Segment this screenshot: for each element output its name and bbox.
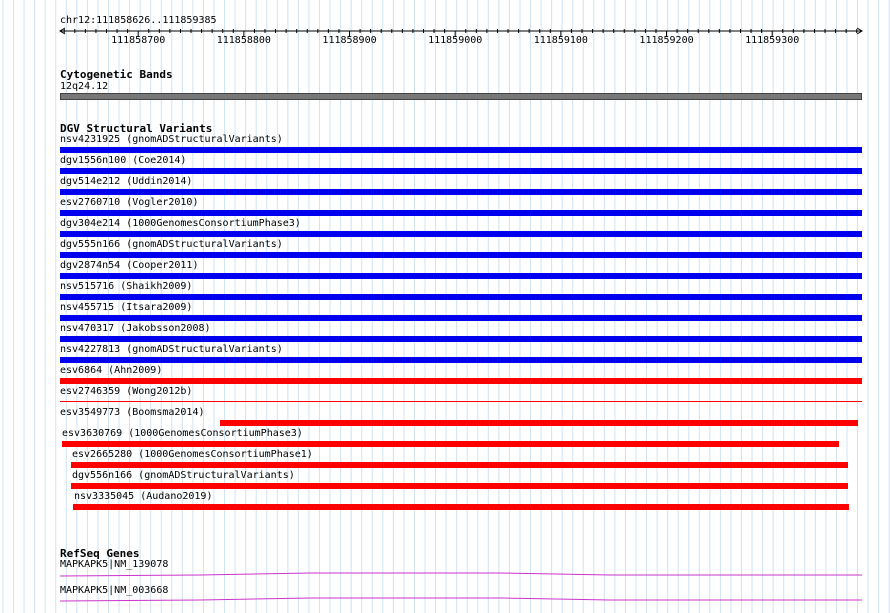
cytoband-track-title: Cytogenetic Bands — [60, 68, 173, 81]
dgv-feature-label[interactable]: nsv455715 (Itsara2009) — [60, 302, 193, 313]
dgv-feature-label[interactable]: esv2665280 (1000GenomesConsortiumPhase1) — [72, 449, 313, 460]
dgv-feature-label[interactable]: esv2760710 (Vogler2010) — [60, 197, 199, 208]
ruler-tick-label: 111858700 — [111, 35, 166, 46]
dgv-feature-label[interactable]: dgv514e212 (Uddin2014) — [60, 176, 193, 187]
dgv-feature-bar[interactable] — [62, 441, 839, 447]
cytoband-label: 12q24.12 — [60, 81, 109, 92]
dgv-feature-bar[interactable] — [219, 420, 858, 426]
dgv-feature-bar[interactable] — [70, 483, 849, 489]
dgv-feature-label[interactable]: dgv2874n54 (Cooper2011) — [60, 260, 199, 271]
gene-model-line — [59, 572, 862, 577]
dgv-feature-bar[interactable] — [60, 378, 862, 384]
dgv-feature-label[interactable]: dgv555n166 (gnomADStructuralVariants) — [60, 239, 283, 250]
dgv-feature-bar[interactable] — [60, 252, 862, 258]
dgv-feature-label[interactable]: nsv515716 (Shaikh2009) — [60, 281, 193, 292]
dgv-feature-bar[interactable] — [60, 401, 862, 402]
dgv-feature-label[interactable]: nsv470317 (Jakobsson2008) — [60, 323, 211, 334]
gene-label[interactable]: MAPKAPK5|NM_139078 — [60, 559, 169, 570]
dgv-feature-label[interactable]: nsv4231925 (gnomADStructuralVariants) — [60, 134, 283, 145]
dgv-feature-bar[interactable] — [60, 357, 862, 363]
dgv-feature-bar[interactable] — [60, 294, 862, 300]
dgv-feature-label[interactable]: esv3549773 (Boomsma2014) — [60, 407, 205, 418]
refseq-track-title: RefSeq Genes — [60, 547, 140, 560]
dgv-feature-label[interactable]: dgv1556n100 (Coe2014) — [60, 155, 187, 166]
dgv-feature-bar[interactable] — [70, 462, 849, 468]
dgv-feature-bar[interactable] — [60, 168, 862, 174]
refseq-gene-models[interactable] — [0, 560, 890, 613]
dgv-feature-bar[interactable] — [60, 231, 862, 237]
cytoband-bar[interactable] — [60, 93, 862, 100]
ruler-tick-label: 111859000 — [428, 35, 483, 46]
dgv-feature-bar[interactable] — [72, 504, 850, 510]
dgv-feature-bar[interactable] — [60, 147, 862, 153]
gene-label[interactable]: MAPKAPK5|NM_003668 — [60, 585, 169, 596]
ruler[interactable] — [0, 0, 890, 60]
dgv-feature-label[interactable]: nsv4227813 (gnomADStructuralVariants) — [60, 344, 283, 355]
dgv-feature-label[interactable]: nsv3335045 (Audano2019) — [74, 491, 213, 502]
ruler-tick-label: 111859300 — [745, 35, 800, 46]
dgv-feature-label[interactable]: dgv556n166 (gnomADStructuralVariants) — [72, 470, 295, 481]
dgv-feature-label[interactable]: esv3630769 (1000GenomesConsortiumPhase3) — [62, 428, 303, 439]
ruler-arrow-right — [856, 27, 863, 35]
ruler-arrow-left — [59, 27, 66, 35]
dgv-feature-bar[interactable] — [60, 189, 862, 195]
ruler-tick-label: 111859100 — [533, 35, 588, 46]
location-label: chr12:111858626..111859385 — [60, 15, 217, 26]
dgv-feature-bar[interactable] — [60, 273, 862, 279]
dgv-feature-bar[interactable] — [60, 210, 862, 216]
ruler-tick-label: 111858800 — [216, 35, 271, 46]
dgv-feature-bar[interactable] — [60, 336, 862, 342]
ruler-tick-label: 111858900 — [322, 35, 377, 46]
dgv-feature-label[interactable]: esv6864 (Ahn2009) — [60, 365, 163, 376]
gene-model-line — [59, 597, 862, 602]
ruler-tick-label: 111859200 — [639, 35, 694, 46]
dgv-track-title: DGV Structural Variants — [60, 122, 213, 135]
dgv-feature-bar[interactable] — [60, 315, 862, 321]
dgv-feature-label[interactable]: esv2746359 (Wong2012b) — [60, 386, 193, 397]
dgv-feature-label[interactable]: dgv304e214 (1000GenomesConsortiumPhase3) — [60, 218, 301, 229]
